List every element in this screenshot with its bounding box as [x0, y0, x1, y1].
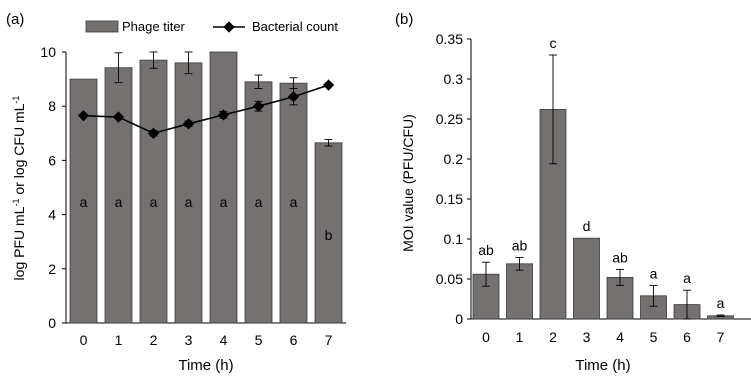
phage-titer-bar [209, 51, 238, 324]
panel-a-x-tick-label: 6 [290, 332, 298, 348]
bacterial-count-point [147, 127, 160, 139]
moi-significance-letter: d [583, 218, 591, 234]
panel-b-y-tick-label: 0.35 [436, 31, 463, 47]
panel-b-y-axis-label: MOI value (PFU/CFU) [400, 114, 416, 252]
phage-titer-significance-letter: a [290, 194, 298, 210]
phage-titer-significance-letter: a [150, 194, 158, 210]
phage-titer-significance-letter: a [185, 194, 193, 210]
panel-a-x-tick-label: 3 [185, 332, 193, 348]
moi-bar [573, 237, 600, 320]
moi-significance-letter: ab [512, 237, 528, 253]
moi-bar [506, 263, 533, 320]
panel-b-x-tick-label: 5 [650, 329, 658, 345]
panel-b-y-tick-label: 0.1 [444, 231, 464, 247]
panel-a-y-axis-label: log PFU mL-1 or log CFU mL-1 [11, 96, 27, 281]
legend-marker-bacterial-count [223, 21, 235, 33]
panel-b-y-tick-label: 0.05 [436, 271, 463, 287]
panel-a-y-tick-label: 10 [40, 44, 56, 60]
panel-b-x-tick-label: 0 [482, 329, 490, 345]
phage-titer-significance-letter: a [115, 194, 123, 210]
phage-titer-significance-letter: a [80, 194, 88, 210]
phage-titer-bar [104, 67, 133, 324]
legend-label-bacterial-count: Bacterial count [252, 19, 338, 34]
panel-b-y-tick-label: 0.2 [444, 151, 464, 167]
panel-b-chart: (b) Time (h) MOI value (PFU/CFU) 0 0.05 0.… [395, 11, 751, 374]
panel-b-y-tick-label: 0 [455, 311, 463, 327]
panel-a-x-axis-label: Time (h) [178, 357, 233, 374]
panel-b-x-axis-label: Time (h) [575, 357, 630, 374]
panel-b-y-tick-label: 0.3 [444, 71, 464, 87]
bacterial-count-point [322, 79, 335, 91]
moi-significance-letter: ab [612, 249, 628, 265]
panel-b-y-tick-label: 0.25 [436, 111, 463, 127]
panel-a-y-tick-label: 8 [48, 98, 56, 114]
panel-a-y-tick-label: 0 [48, 315, 56, 331]
panel-a-x-tick-label: 5 [255, 332, 263, 348]
panel-a-x-tick-label: 1 [115, 332, 123, 348]
panel-b-y-tick-label: 0.15 [436, 191, 463, 207]
panel-a-x-tick-label: 4 [220, 332, 228, 348]
phage-titer-bar [174, 62, 203, 324]
phage-titer-significance-letter: a [255, 194, 263, 210]
moi-significance-letter: c [550, 35, 557, 51]
moi-significance-letter: ab [478, 242, 494, 258]
phage-titer-significance-letter: a [220, 194, 228, 210]
moi-significance-letter: a [650, 265, 658, 281]
panel-a-y-tick-label: 6 [48, 152, 56, 168]
moi-significance-letter: a [717, 295, 725, 311]
panel-a-x-tick-label: 0 [80, 332, 88, 348]
panel-b-x-tick-label: 6 [683, 329, 691, 345]
panel-b-x-tick-label: 1 [516, 329, 524, 345]
bacterial-count-line [83, 84, 329, 135]
panel-a-legend: Phage titer Bacterial count [85, 19, 338, 34]
panel-a-y-tick-label: 2 [48, 261, 56, 277]
panel-a-label: (a) [6, 11, 24, 28]
phage-titer-bar [139, 59, 168, 324]
panel-a-x-tick-label: 2 [150, 332, 158, 348]
panel-a-x-tick-label: 7 [325, 332, 333, 348]
legend-label-phage-titer: Phage titer [122, 19, 186, 34]
panel-b-x-tick-label: 7 [717, 329, 725, 345]
phage-titer-significance-letter: b [325, 227, 333, 243]
panel-a-chart: (a) Phage titer Bacterial count Time (h)… [6, 11, 346, 374]
legend-swatch-phage-titer [85, 20, 119, 33]
panel-b-label: (b) [395, 11, 413, 28]
moi-significance-letter: a [683, 270, 691, 286]
panel-b-x-tick-label: 2 [549, 329, 557, 345]
panel-b-x-tick-label: 4 [616, 329, 624, 345]
panel-b-x-tick-label: 3 [583, 329, 591, 345]
panel-a-y-tick-label: 4 [48, 207, 56, 223]
